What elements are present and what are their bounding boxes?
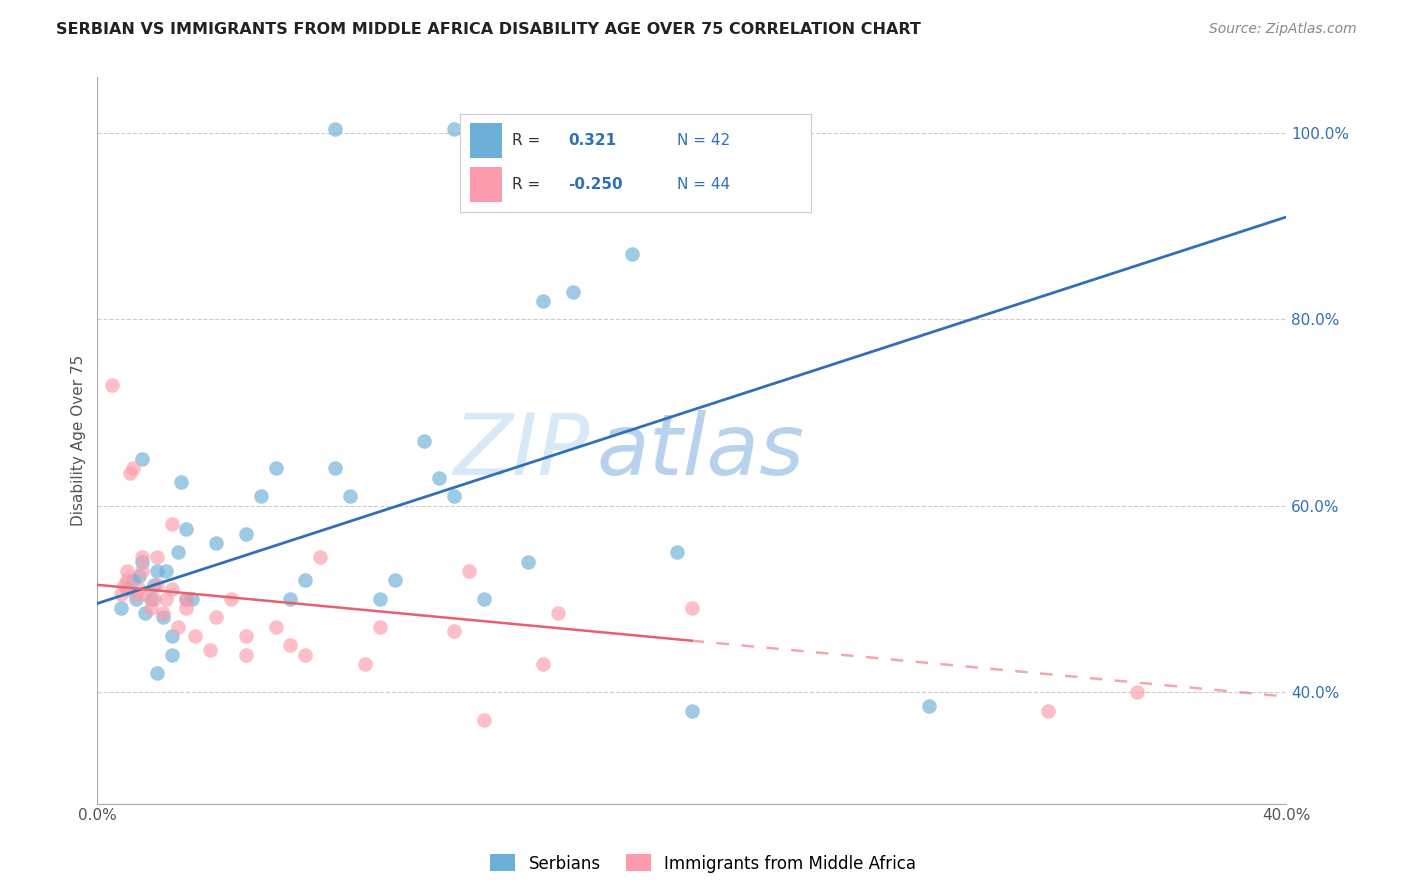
Point: [128, 582, 150, 597]
Point: [110, 601, 132, 615]
Point: [323, 121, 346, 136]
Point: [122, 573, 145, 587]
Text: ZIP: ZIP: [454, 410, 591, 493]
Point: [134, 606, 156, 620]
Point: [176, 591, 198, 606]
Point: [368, 620, 391, 634]
Point: [125, 591, 148, 606]
Point: [918, 698, 941, 713]
Point: [139, 591, 162, 606]
Point: [184, 629, 207, 643]
Text: SERBIAN VS IMMIGRANTS FROM MIDDLE AFRICA DISABILITY AGE OVER 75 CORRELATION CHAR: SERBIAN VS IMMIGRANTS FROM MIDDLE AFRICA…: [56, 22, 921, 37]
Point: [176, 601, 198, 615]
Text: atlas: atlas: [596, 410, 804, 493]
Point: [264, 620, 287, 634]
Point: [115, 564, 138, 578]
Point: [142, 578, 165, 592]
Point: [547, 121, 569, 136]
Point: [139, 601, 162, 615]
Point: [166, 545, 188, 559]
Point: [110, 587, 132, 601]
Point: [294, 573, 316, 587]
Point: [146, 578, 169, 592]
Point: [176, 522, 198, 536]
Point: [200, 643, 222, 657]
Point: [443, 121, 465, 136]
Point: [134, 587, 156, 601]
Point: [457, 564, 479, 578]
Point: [169, 475, 191, 490]
Point: [443, 624, 465, 639]
Point: [115, 573, 138, 587]
Point: [472, 713, 495, 727]
Text: Source: ZipAtlas.com: Source: ZipAtlas.com: [1209, 22, 1357, 37]
Point: [101, 377, 124, 392]
Point: [531, 657, 554, 671]
Point: [118, 466, 141, 480]
Point: [1126, 685, 1149, 699]
Point: [176, 591, 198, 606]
Point: [280, 638, 302, 652]
Point: [665, 545, 688, 559]
Point: [131, 549, 153, 564]
Point: [152, 610, 174, 624]
Point: [146, 564, 169, 578]
Point: [339, 489, 361, 503]
Point: [353, 657, 375, 671]
Point: [131, 564, 153, 578]
Point: [160, 648, 183, 662]
Point: [128, 568, 150, 582]
Point: [621, 247, 644, 261]
Point: [122, 461, 145, 475]
Point: [181, 591, 204, 606]
Point: [309, 549, 332, 564]
Point: [235, 648, 257, 662]
Point: [205, 536, 228, 550]
Point: [235, 629, 257, 643]
Point: [249, 489, 271, 503]
Legend: Serbians, Immigrants from Middle Africa: Serbians, Immigrants from Middle Africa: [484, 847, 922, 880]
Point: [205, 610, 228, 624]
Point: [517, 555, 540, 569]
Point: [368, 591, 391, 606]
Y-axis label: Disability Age Over 75: Disability Age Over 75: [72, 355, 86, 526]
Point: [160, 629, 183, 643]
Point: [1038, 704, 1060, 718]
Point: [115, 582, 138, 597]
Point: [160, 517, 183, 532]
Point: [384, 573, 406, 587]
Point: [219, 591, 242, 606]
Point: [510, 121, 533, 136]
Point: [235, 526, 257, 541]
Point: [166, 620, 188, 634]
Point: [294, 648, 316, 662]
Point: [681, 704, 703, 718]
Point: [681, 601, 703, 615]
Point: [155, 564, 177, 578]
Point: [146, 666, 169, 681]
Point: [155, 591, 177, 606]
Point: [125, 587, 148, 601]
Point: [152, 606, 174, 620]
Point: [160, 582, 183, 597]
Point: [443, 489, 465, 503]
Point: [472, 591, 495, 606]
Point: [531, 293, 554, 308]
Point: [427, 471, 450, 485]
Point: [264, 461, 287, 475]
Point: [131, 555, 153, 569]
Point: [280, 591, 302, 606]
Point: [131, 452, 153, 467]
Point: [561, 285, 583, 299]
Point: [146, 549, 169, 564]
Point: [142, 591, 165, 606]
Point: [547, 606, 569, 620]
Point: [413, 434, 436, 448]
Point: [323, 461, 346, 475]
Point: [496, 121, 519, 136]
Point: [112, 578, 135, 592]
